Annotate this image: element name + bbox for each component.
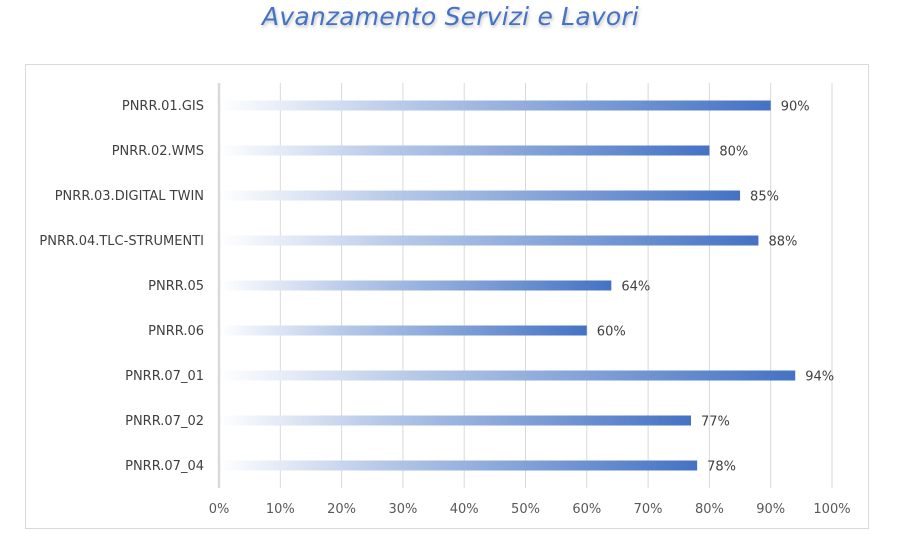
bar [219,325,587,336]
x-tick-label: 50% [511,502,540,517]
category-label: PNRR.02.WMS [112,144,204,159]
x-tick-label: 0% [209,502,230,517]
x-tick-label: 70% [634,502,663,517]
x-tick-label: 20% [327,502,356,517]
category-label: PNRR.07_01 [125,369,204,384]
value-label: 64% [621,280,650,295]
category-label: PNRR.01.GIS [122,99,204,114]
value-label: 80% [719,145,748,160]
bar [219,190,741,201]
bar [219,370,796,381]
category-label: PNRR.03.DIGITAL TWIN [55,189,204,204]
bars [219,100,796,471]
category-label: PNRR.05 [148,279,204,294]
bar [219,145,710,156]
value-labels: 90% 80% 85% 88% 64% 60% 94% 77% 78% [597,100,834,475]
x-tick-label: 10% [266,502,295,517]
category-label: PNRR.04.TLC-STRUMENTI [39,234,204,249]
value-label: 78% [707,460,736,475]
x-tick-label: 100% [813,502,850,517]
category-label: PNRR.07_02 [125,414,204,429]
value-label: 94% [805,370,834,385]
x-tick-label: 40% [450,502,479,517]
category-label: PNRR.07_04 [125,459,204,474]
chart-frame [25,64,869,529]
x-tick-label: 90% [756,502,785,517]
category-labels: PNRR.01.GIS PNRR.02.WMS PNRR.03.DIGITAL TW… [39,99,204,474]
value-label: 77% [701,415,730,430]
bar [219,235,759,246]
category-label: PNRR.06 [148,324,204,339]
value-label: 90% [781,100,810,115]
x-tick-label: 80% [695,502,724,517]
x-tick-label: 30% [388,502,417,517]
bar [219,460,698,471]
value-label: 85% [750,190,779,205]
value-label: 60% [597,325,626,340]
bar [219,100,771,111]
x-tick-label: 60% [572,502,601,517]
x-tick-labels: 0% 10% 20% 30% 40% 50% 60% 70% 80% 90% 100% [209,502,851,517]
chart-title: Avanzamento Servizi e Lavori [262,2,639,31]
bar [219,415,692,426]
value-label: 88% [768,235,797,250]
bar [219,280,612,291]
